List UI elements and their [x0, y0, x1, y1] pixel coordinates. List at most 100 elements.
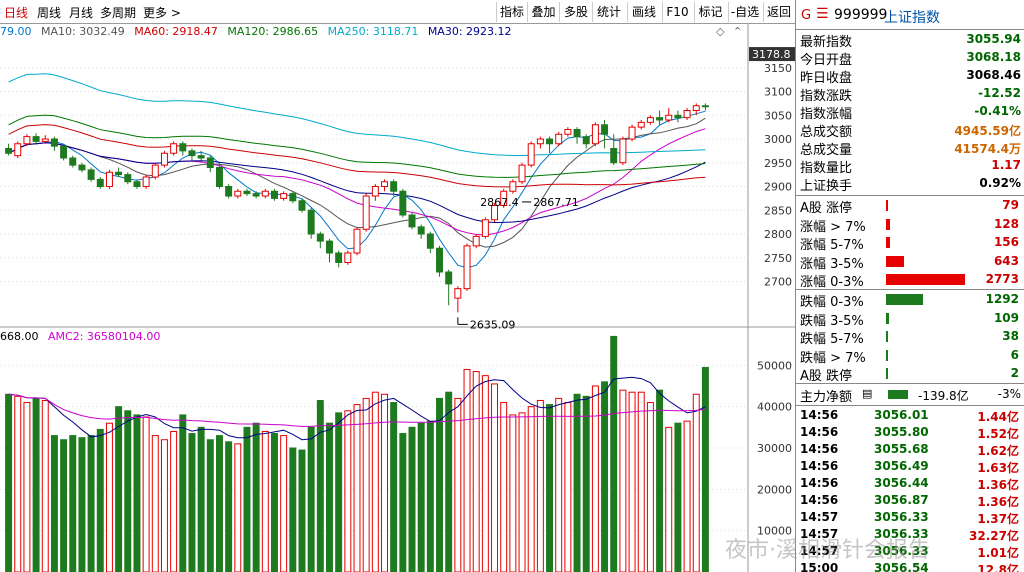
- candle: [41, 135, 49, 144]
- draw-line-button[interactable]: 画线: [627, 2, 660, 22]
- breadth-label: 跌幅 > 7%: [800, 350, 866, 366]
- volume-legend: 668.00 AMC2: 36580104.00: [0, 330, 166, 344]
- breadth-row: A股 跌停 2: [796, 365, 1024, 384]
- volume-bar: [445, 391, 453, 572]
- tick-row: 14:56 3055.68 1.62亿: [796, 442, 1024, 459]
- volume-bar: [371, 391, 379, 572]
- candle: [683, 108, 691, 120]
- volume-bar: [78, 437, 86, 572]
- statistics-button[interactable]: 统计: [592, 2, 625, 22]
- candle: [628, 124, 636, 142]
- tab-weekly[interactable]: 周线: [37, 6, 62, 20]
- candle: [96, 177, 104, 189]
- breadth-row: 涨幅 5-7% 156: [796, 234, 1024, 253]
- quote-value: 41574.4万: [954, 142, 1021, 156]
- breadth-bar: [886, 255, 905, 267]
- tick-volume: 1.37亿: [977, 512, 1019, 526]
- candle: [573, 127, 581, 144]
- tick-time: 14:56: [800, 493, 839, 507]
- tick-price: 3056.33: [874, 544, 929, 558]
- volume-bar: [701, 366, 709, 572]
- mark-button[interactable]: 标记: [694, 2, 726, 22]
- volume-bar: [41, 399, 49, 572]
- breadth-bar: [886, 274, 966, 285]
- candle: [408, 212, 416, 230]
- quote-value: 4945.59亿: [954, 124, 1021, 138]
- candle: [50, 136, 58, 151]
- candle: [234, 188, 242, 199]
- indicator-button[interactable]: 指标: [496, 2, 527, 22]
- volume-tick-label: 40000: [757, 401, 792, 414]
- breadth-value: 109: [993, 310, 1019, 325]
- remove-watchlist-button[interactable]: -自选: [728, 2, 761, 22]
- menu-icon[interactable]: ☰: [816, 6, 829, 22]
- candle: [637, 120, 645, 130]
- overlay-button[interactable]: 叠加: [527, 2, 559, 22]
- volume-bar: [381, 393, 388, 572]
- volume-bar: [454, 397, 462, 572]
- quote-row: 今日开盘 3068.18: [796, 49, 1024, 68]
- tab-multi-period[interactable]: 多周期: [100, 6, 137, 20]
- volume-bar: [408, 426, 416, 572]
- candle: [536, 136, 544, 149]
- volume-bar: [60, 439, 68, 572]
- volume-bar: [656, 389, 664, 572]
- tick-price: 3056.01: [874, 408, 929, 422]
- tick-volume: 1.36亿: [977, 495, 1019, 509]
- volume-bar: [234, 443, 242, 572]
- breadth-label: 涨幅 0-3%: [800, 275, 864, 290]
- back-button[interactable]: 返回: [763, 2, 794, 22]
- list-icon[interactable]: ▤: [862, 387, 873, 400]
- stock-name: 上证指数: [884, 10, 940, 26]
- volume-bar: [23, 402, 31, 572]
- volume-bar: [133, 414, 141, 572]
- candle: [701, 103, 709, 111]
- breadth-label: 跌幅 3-5%: [800, 313, 864, 329]
- chevron-up-icon[interactable]: ⌃: [733, 25, 743, 38]
- candle: [69, 155, 77, 168]
- quote-label: 指数涨幅: [800, 107, 853, 122]
- breadth-row: 跌幅 5-7% 38: [796, 328, 1024, 347]
- diamond-icon[interactable]: ◇: [716, 25, 725, 38]
- amc2-legend: AMC2: 36580104.00: [48, 330, 161, 343]
- mid2-annotation: 2867.71: [533, 196, 579, 209]
- tab-daily[interactable]: 日线: [4, 6, 29, 20]
- candle: [133, 179, 141, 189]
- candle: [500, 188, 508, 208]
- ma20-line: [8, 128, 706, 236]
- volume-bar: [610, 335, 618, 572]
- breadth-label: 跌幅 5-7%: [800, 332, 864, 347]
- candle: [14, 141, 22, 158]
- price-tick-label: 2750: [764, 252, 792, 265]
- volume-bar: [243, 426, 251, 572]
- volume-bar: [32, 397, 40, 572]
- candle: [289, 191, 297, 204]
- candle: [481, 217, 489, 239]
- price-tick-label: 2850: [764, 204, 792, 217]
- candle: [307, 207, 315, 239]
- breadth-row: 涨幅 0-3% 2773: [796, 271, 1024, 290]
- volume-tick-label: 10000: [757, 525, 792, 538]
- price-tick-label: 3100: [764, 86, 792, 99]
- price-tick-label: 2800: [764, 228, 792, 241]
- candle: [555, 131, 563, 147]
- f10-button[interactable]: F10: [662, 2, 692, 22]
- breadth-label: A股 跌停: [800, 369, 853, 384]
- breadth-label: 涨幅 3-5%: [800, 256, 864, 272]
- price-tick-label: 2700: [764, 276, 792, 289]
- volume-bar: [481, 375, 489, 572]
- netflow-value: -139.8亿: [918, 389, 969, 403]
- volume-bar: [271, 433, 278, 572]
- tab-more[interactable]: 更多 >: [143, 6, 181, 20]
- ma30-legend: MA30: 2923.12: [427, 25, 512, 38]
- breadth-row: A股 涨停 79: [796, 197, 1024, 216]
- kline-chart[interactable]: 3150 3100 3050 3000 2950 2900 2850 2800 2750 2700…: [0, 24, 795, 572]
- candle: [124, 172, 132, 185]
- candle: [206, 155, 214, 173]
- quote-label: 上证换手: [800, 179, 853, 194]
- tab-monthly[interactable]: 月线: [69, 6, 94, 20]
- tick-time: 14:56: [800, 408, 839, 422]
- volume-bar: [344, 410, 352, 572]
- multi-stock-button[interactable]: 多股: [559, 2, 592, 22]
- candle: [197, 150, 205, 161]
